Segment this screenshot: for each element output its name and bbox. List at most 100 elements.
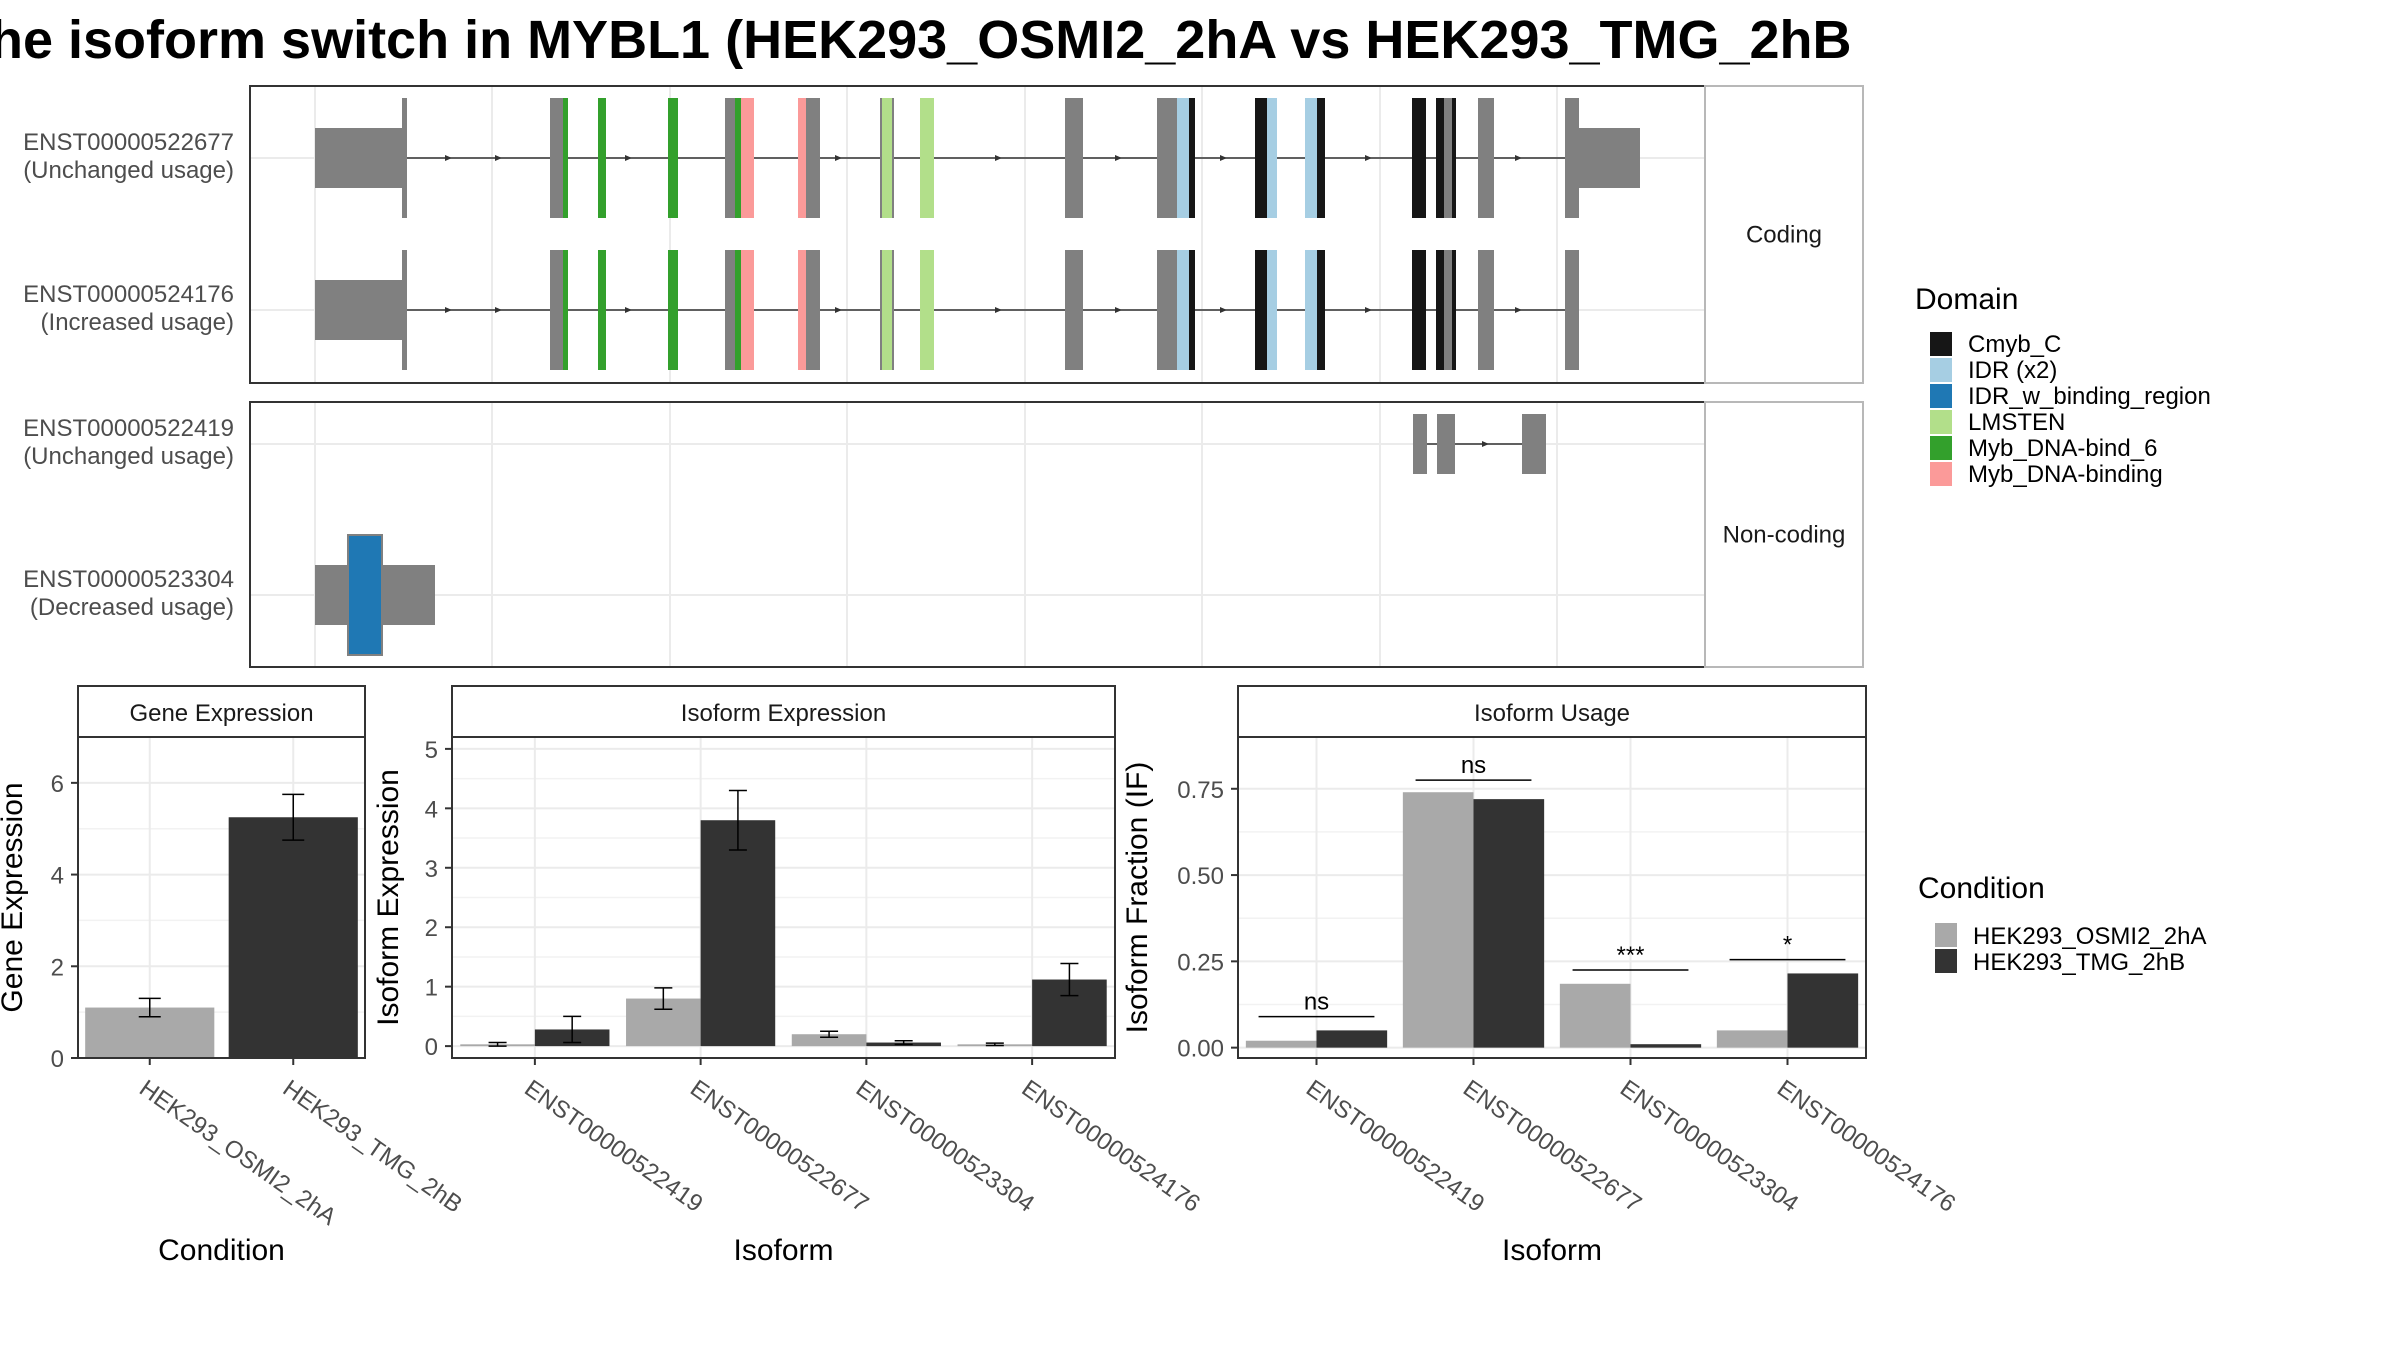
intron-arrow xyxy=(625,155,632,161)
chart-strip-title: Isoform Expression xyxy=(681,700,886,727)
significance-label: *** xyxy=(1616,942,1644,969)
intron-arrow xyxy=(835,155,842,161)
condition-legend-title: Condition xyxy=(1918,872,2045,905)
bar xyxy=(1316,1030,1388,1048)
domain-segment xyxy=(1255,250,1267,370)
facet-background xyxy=(250,402,1705,667)
domain-segment xyxy=(1305,250,1317,370)
intron-arrow xyxy=(1515,307,1522,313)
transcript-status-label: (Unchanged usage) xyxy=(23,443,234,470)
bar xyxy=(1402,792,1474,1048)
domain-segment xyxy=(1267,250,1277,370)
domain-segment xyxy=(1255,98,1267,218)
intron-arrow xyxy=(445,307,452,313)
chart-strip xyxy=(1237,685,1867,738)
intron-arrow xyxy=(625,307,632,313)
y-tick-label: 4 xyxy=(51,863,64,890)
domain-legend-label: IDR (x2) xyxy=(1968,357,2057,384)
exon xyxy=(1157,250,1177,370)
facet-strip-label: Coding xyxy=(1746,222,1822,249)
domain-segment xyxy=(1452,98,1456,218)
exon xyxy=(806,250,820,370)
bar xyxy=(228,817,358,1058)
y-tick-label: 0 xyxy=(51,1046,64,1073)
intron-arrow xyxy=(495,307,502,313)
domain-legend-key xyxy=(1930,358,1952,382)
transcript-id-label: ENST00000524176 xyxy=(23,281,234,308)
intron-arrow xyxy=(1365,155,1372,161)
domain-outline xyxy=(347,534,383,656)
x-tick-label: ENST00000524176 xyxy=(1017,1075,1205,1218)
exon xyxy=(1478,98,1494,218)
y-tick-label: 0 xyxy=(425,1034,438,1061)
domain-segment xyxy=(1436,98,1444,218)
bar xyxy=(1787,973,1859,1048)
domain-legend-key xyxy=(1930,436,1952,460)
facet-strip-label: Non-coding xyxy=(1723,522,1846,549)
domain-segment xyxy=(1436,250,1444,370)
transcript-status-label: (Unchanged usage) xyxy=(23,157,234,184)
y-tick-label: 3 xyxy=(425,856,438,883)
domain-segment xyxy=(1189,250,1195,370)
transcript-status-label: (Decreased usage) xyxy=(30,594,234,621)
domain-segment xyxy=(735,250,741,370)
significance-label: ns xyxy=(1304,989,1329,1016)
domain-legend-label: Cmyb_C xyxy=(1968,331,2061,358)
domain-legend-key xyxy=(1930,332,1952,356)
domain-legend-label: IDR_w_binding_region xyxy=(1968,383,2211,410)
bar xyxy=(1630,1044,1702,1048)
domain-legend-label: Myb_DNA-binding xyxy=(1968,461,2163,488)
domain-legend-key xyxy=(1930,410,1952,434)
exon xyxy=(1478,250,1494,370)
domain-segment xyxy=(882,250,892,370)
utr-exon xyxy=(1575,128,1640,188)
domain-segment xyxy=(1267,98,1277,218)
domain-segment xyxy=(741,98,754,218)
chart-background xyxy=(1238,737,1866,1058)
intron-arrow xyxy=(995,155,1002,161)
intron-arrow xyxy=(995,307,1002,313)
domain-segment xyxy=(920,98,934,218)
significance-label: ns xyxy=(1461,752,1486,779)
domain-segment xyxy=(1317,98,1325,218)
exon xyxy=(1157,98,1177,218)
intron-arrow xyxy=(835,307,842,313)
expression-charts: Gene Expression0246HEK293_OSMI2_2hAHEK29… xyxy=(0,685,1960,1267)
chart-border xyxy=(77,736,366,1059)
y-tick-label: 0.50 xyxy=(1177,863,1224,890)
y-tick-label: 1 xyxy=(425,975,438,1002)
x-axis-title: Isoform xyxy=(733,1234,833,1267)
y-tick-label: 0.75 xyxy=(1177,777,1224,804)
y-tick-label: 6 xyxy=(51,771,64,798)
domain-legend-key xyxy=(1930,384,1952,408)
domain-segment xyxy=(1452,250,1456,370)
y-tick-label: 2 xyxy=(425,915,438,942)
x-tick-label: ENST00000523304 xyxy=(851,1075,1039,1218)
transcript-status-label: (Increased usage) xyxy=(41,309,234,336)
exon xyxy=(402,98,407,218)
domain-segment xyxy=(563,98,568,218)
domain-legend-title: Domain xyxy=(1915,283,2018,316)
chart-strip xyxy=(451,685,1116,738)
x-axis-title: Condition xyxy=(158,1234,285,1267)
intron-arrow xyxy=(1115,155,1122,161)
domain-segment xyxy=(598,250,606,370)
significance-label: * xyxy=(1783,932,1792,959)
chart-border xyxy=(451,736,1116,1059)
domain-segment xyxy=(1412,98,1426,218)
domain-segment xyxy=(920,250,934,370)
facet-strip xyxy=(1704,401,1864,668)
exon xyxy=(1444,98,1452,218)
domain-segment xyxy=(349,535,381,655)
exon xyxy=(1444,250,1452,370)
y-tick-label: 0.25 xyxy=(1177,949,1224,976)
intron-arrow xyxy=(1482,441,1489,447)
y-tick-label: 5 xyxy=(425,737,438,764)
facet-strip xyxy=(1704,85,1864,384)
chart-strip xyxy=(77,685,366,738)
domain-segment xyxy=(563,250,568,370)
domain-segment xyxy=(1189,98,1195,218)
